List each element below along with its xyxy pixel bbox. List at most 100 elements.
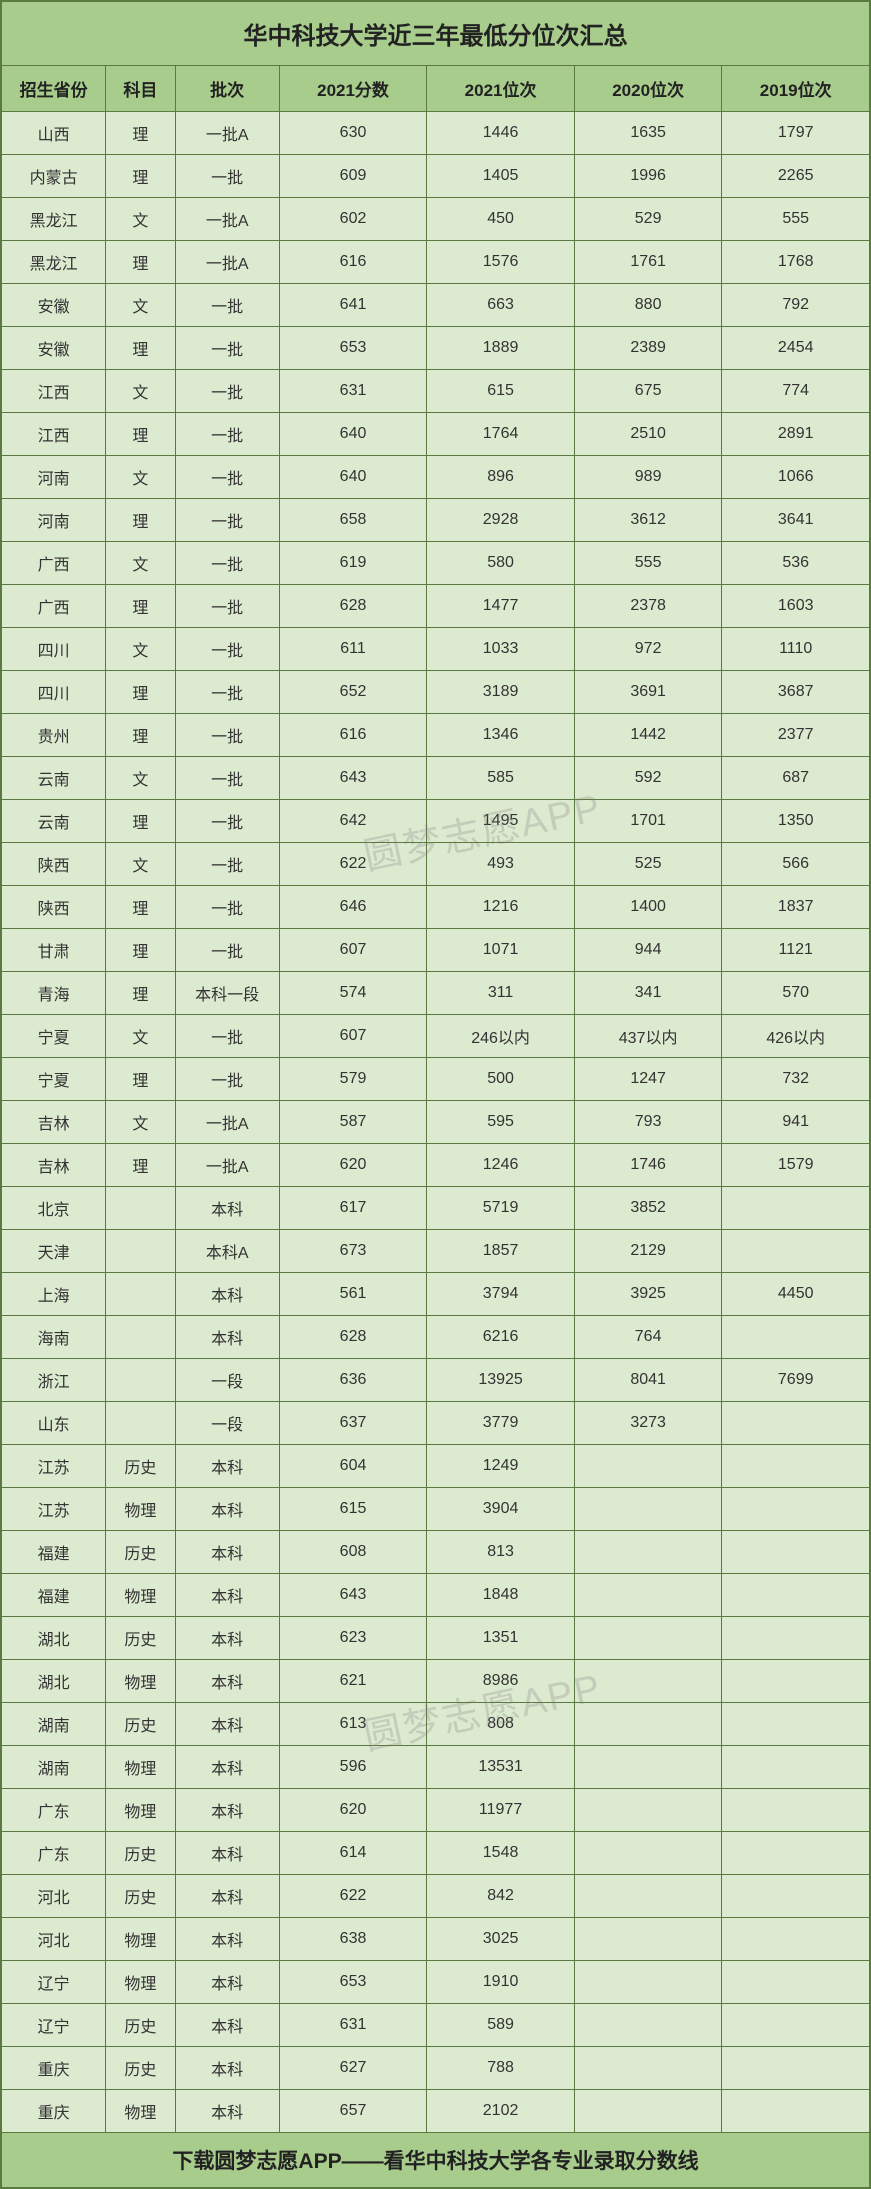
col-batch: 批次 [175,66,279,112]
cell: 物理 [106,1660,175,1703]
cell: 物理 [106,2090,175,2133]
cell: 1066 [722,456,870,499]
cell: 一批A [175,241,279,284]
cell: 842 [427,1875,575,1918]
cell: 1495 [427,800,575,843]
table-row: 黑龙江文一批A602450529555 [2,198,870,241]
cell: 一批 [175,585,279,628]
table-row: 宁夏文一批607246以内437以内426以内 [2,1015,870,1058]
cell: 4450 [722,1273,870,1316]
cell: 1351 [427,1617,575,1660]
cell [722,1789,870,1832]
cell: 555 [574,542,722,585]
cell: 574 [279,972,427,1015]
cell: 732 [722,1058,870,1101]
cell: 云南 [2,800,106,843]
cell: 理 [106,714,175,757]
cell: 一批 [175,284,279,327]
cell: 1603 [722,585,870,628]
table-container: 华中科技大学近三年最低分位次汇总 招生省份 科目 批次 2021分数 2021位… [0,0,871,2189]
cell: 物理 [106,1789,175,1832]
cell: 2129 [574,1230,722,1273]
cell: 3852 [574,1187,722,1230]
table-row: 吉林理一批A620124617461579 [2,1144,870,1187]
cell: 11977 [427,1789,575,1832]
cell: 3273 [574,1402,722,1445]
cell [574,1875,722,1918]
cell: 理 [106,499,175,542]
table-row: 黑龙江理一批A616157617611768 [2,241,870,284]
table-row: 云南理一批642149517011350 [2,800,870,843]
cell: 本科 [175,1531,279,1574]
cell: 理 [106,972,175,1015]
table-row: 福建历史本科608813 [2,1531,870,1574]
cell: 重庆 [2,2090,106,2133]
cell: 本科 [175,1789,279,1832]
cell: 566 [722,843,870,886]
table-row: 山东一段63737793273 [2,1402,870,1445]
cell: 黑龙江 [2,198,106,241]
cell: 一批A [175,112,279,155]
cell: 一批 [175,155,279,198]
cell: 河南 [2,456,106,499]
cell: 813 [427,1531,575,1574]
table-row: 湖北物理本科6218986 [2,1660,870,1703]
cell: 文 [106,843,175,886]
cell: 5719 [427,1187,575,1230]
cell: 四川 [2,628,106,671]
cell: 602 [279,198,427,241]
cell: 物理 [106,1746,175,1789]
cell: 630 [279,112,427,155]
cell: 2265 [722,155,870,198]
cell: 文 [106,542,175,585]
cell: 本科 [175,1273,279,1316]
table-row: 山西理一批A630144616351797 [2,112,870,155]
cell: 本科 [175,2047,279,2090]
cell: 640 [279,413,427,456]
cell: 吉林 [2,1144,106,1187]
cell: 3779 [427,1402,575,1445]
cell: 3025 [427,1918,575,1961]
cell: 7699 [722,1359,870,1402]
cell: 河北 [2,1918,106,1961]
cell: 文 [106,198,175,241]
cell: 1350 [722,800,870,843]
table-row: 北京本科61757193852 [2,1187,870,1230]
cell: 1216 [427,886,575,929]
cell: 一批 [175,757,279,800]
cell: 历史 [106,2004,175,2047]
cell: 1249 [427,1445,575,1488]
cell: 1033 [427,628,575,671]
cell: 理 [106,929,175,972]
cell: 陕西 [2,843,106,886]
cell: 宁夏 [2,1058,106,1101]
cell: 1110 [722,628,870,671]
cell: 一段 [175,1402,279,1445]
cell: 理 [106,112,175,155]
cell: 2389 [574,327,722,370]
cell: 物理 [106,1488,175,1531]
cell: 637 [279,1402,427,1445]
table-row: 浙江一段6361392580417699 [2,1359,870,1402]
cell: 3691 [574,671,722,714]
cell: 653 [279,1961,427,2004]
cell: 一批 [175,714,279,757]
cell: 湖南 [2,1703,106,1746]
cell [574,1703,722,1746]
cell [722,1832,870,1875]
cell: 13531 [427,1746,575,1789]
cell: 673 [279,1230,427,1273]
cell: 587 [279,1101,427,1144]
table-row: 湖南物理本科59613531 [2,1746,870,1789]
cell: 641 [279,284,427,327]
cell: 江西 [2,413,106,456]
cell: 黑龙江 [2,241,106,284]
table-row: 河北物理本科6383025 [2,1918,870,1961]
table-row: 河南文一批6408969891066 [2,456,870,499]
table-body: 山西理一批A630144616351797内蒙古理一批6091405199622… [2,112,870,2133]
cell: 2928 [427,499,575,542]
cell: 1837 [722,886,870,929]
cell [722,1660,870,1703]
table-row: 辽宁历史本科631589 [2,2004,870,2047]
table-title: 华中科技大学近三年最低分位次汇总 [2,2,870,66]
